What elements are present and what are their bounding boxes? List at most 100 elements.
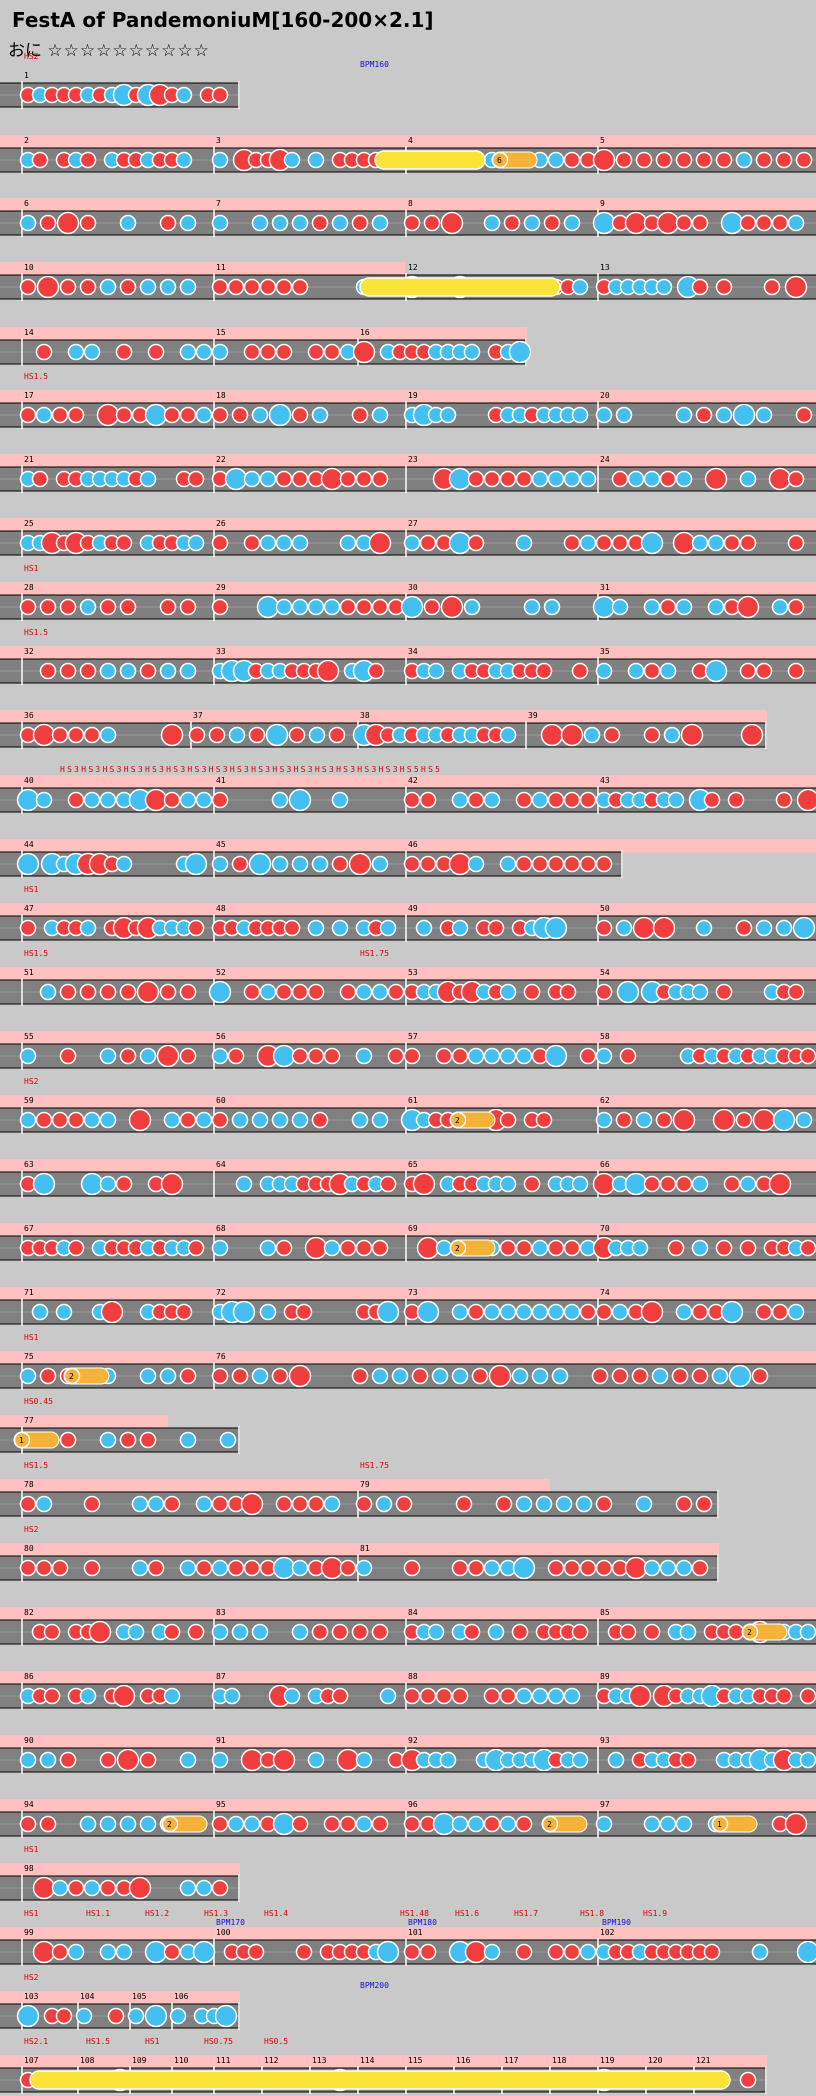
don-note <box>83 1559 101 1577</box>
ka-note <box>483 1047 501 1065</box>
ka-note <box>79 1687 97 1705</box>
don-note <box>179 598 197 616</box>
ka-note <box>704 659 728 683</box>
ka-note <box>515 1687 533 1705</box>
don-note <box>211 1879 229 1897</box>
don-note <box>403 1943 421 1961</box>
don-note <box>291 983 309 1001</box>
don-note <box>320 1556 344 1580</box>
don-note <box>115 1175 133 1193</box>
don-note <box>763 278 781 296</box>
ka-note <box>592 595 616 619</box>
ka-note <box>259 1303 277 1321</box>
don-note <box>619 1623 637 1641</box>
don-note <box>796 788 816 812</box>
don-note <box>543 214 561 232</box>
don-note <box>547 791 565 809</box>
ka-note <box>323 598 341 616</box>
don-note <box>159 214 177 232</box>
bar-number: 79 <box>360 1480 370 1489</box>
don-note <box>371 1815 389 1833</box>
ka-note <box>400 595 424 619</box>
ka-note <box>271 791 289 809</box>
note-layer: 2 2 1 <box>19 1812 808 1836</box>
don-note <box>739 214 757 232</box>
bar-number: 17 <box>24 391 34 400</box>
don-note <box>467 534 485 552</box>
ka-note <box>543 598 561 616</box>
don-note <box>611 534 629 552</box>
don-note <box>100 1300 124 1324</box>
ka-note <box>775 919 793 937</box>
ka-note <box>643 1815 661 1833</box>
don-note <box>659 598 677 616</box>
ka-note <box>187 534 205 552</box>
bar-number: 35 <box>600 647 610 656</box>
bar-number: 13 <box>600 263 610 272</box>
ka-note <box>283 1687 301 1705</box>
don-note <box>307 1047 325 1065</box>
balloon-hit-count: 1 <box>717 1820 722 1829</box>
ka-note <box>231 1111 249 1129</box>
song-title: FestA of PandemoniuM[160-200×2.1] <box>12 8 434 32</box>
don-note <box>19 919 37 937</box>
speed-band <box>0 1159 816 1173</box>
bar-number: 27 <box>408 519 418 528</box>
note-layer <box>19 1172 792 1196</box>
ka-note <box>163 1687 181 1705</box>
ka-note <box>432 1812 456 1836</box>
ka-note <box>355 983 373 1001</box>
don-note <box>243 278 261 296</box>
don-note <box>412 1172 436 1196</box>
don-note <box>656 211 680 235</box>
ka-note <box>563 1303 581 1321</box>
ka-note <box>19 1111 37 1129</box>
don-note <box>368 531 392 555</box>
scroll-speed-marker: HS1.8 <box>580 1909 604 1918</box>
don-note <box>624 211 648 235</box>
don-note <box>307 983 325 1001</box>
don-note <box>547 1239 565 1257</box>
ka-note <box>131 1495 149 1513</box>
speed-band <box>0 1735 816 1749</box>
ka-note <box>635 1495 653 1513</box>
don-note <box>211 1111 229 1129</box>
ka-note <box>127 1623 145 1641</box>
don-note <box>799 1687 816 1705</box>
don-note <box>67 791 85 809</box>
bar-number: 83 <box>216 1608 226 1617</box>
don-note <box>395 1495 413 1513</box>
don-note <box>227 278 245 296</box>
don-note <box>59 983 77 1001</box>
scroll-speed-marker: HS1 <box>24 885 39 894</box>
ka-note <box>531 1687 549 1705</box>
don-note <box>139 1751 157 1769</box>
ka-note <box>179 1751 197 1769</box>
don-note <box>115 534 133 552</box>
don-note <box>211 598 229 616</box>
don-note <box>560 723 584 747</box>
don-note <box>775 151 793 169</box>
scroll-speed-marker: HS2 <box>24 1525 39 1534</box>
ka-note <box>99 662 117 680</box>
ka-note <box>323 1239 341 1257</box>
don-note <box>739 662 757 680</box>
speed-band <box>0 710 767 724</box>
don-note <box>323 1815 341 1833</box>
don-note <box>419 534 437 552</box>
ka-note <box>79 919 97 937</box>
scroll-speed-marker: HS2 <box>24 52 39 61</box>
don-note <box>727 1623 745 1641</box>
don-note <box>635 151 653 169</box>
don-note <box>36 275 60 299</box>
don-note <box>163 1623 181 1641</box>
bar-number: 114 <box>360 2056 375 2065</box>
bar-number: 60 <box>216 1096 226 1105</box>
don-note <box>488 1364 512 1388</box>
bar-number: 67 <box>24 1224 34 1233</box>
don-note <box>775 1687 793 1705</box>
don-note <box>311 1623 329 1641</box>
drumroll-note <box>374 150 486 170</box>
bar-number: 42 <box>408 776 418 785</box>
ka-note <box>211 1047 229 1065</box>
